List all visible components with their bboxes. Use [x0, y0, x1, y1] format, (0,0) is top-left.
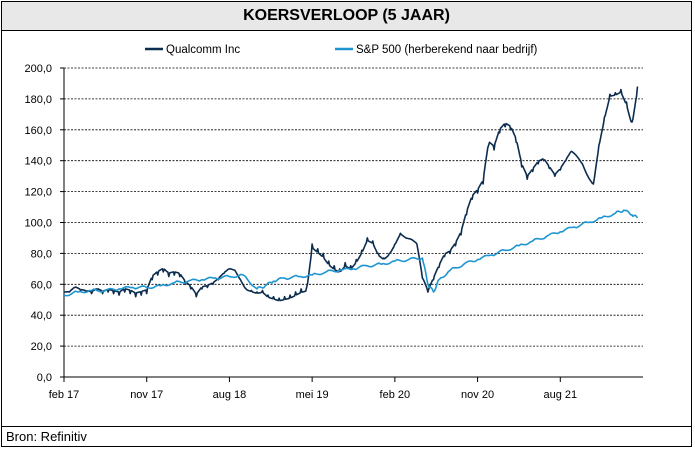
- series-line-sp500: [63, 209, 639, 297]
- y-tick-label: 80,0: [31, 248, 52, 260]
- y-axis-ticks: 0,0 20,0 40,0 60,0 80,0 100,0 120,0 140,0 160,0 1…: [24, 63, 64, 384]
- y-tick-label: 40,0: [31, 310, 52, 322]
- title-bar: KOERSVERLOOP (5 JAAR): [2, 2, 691, 31]
- x-tick-label: mei 19: [296, 389, 329, 401]
- y-tick-label: 200,0: [24, 63, 52, 75]
- x-tick-label: aug 18: [213, 389, 247, 401]
- series-line-qualcomm: [64, 86, 639, 302]
- x-tick-label: nov 17: [130, 389, 163, 401]
- x-tick-label: feb 20: [380, 389, 411, 401]
- y-tick-label: 140,0: [24, 156, 52, 168]
- chart-title: KOERSVERLOOP (5 JAAR): [243, 7, 450, 24]
- legend-label: Qualcomm Inc: [166, 44, 240, 56]
- y-tick-label: 0,0: [37, 372, 52, 384]
- x-tick-label: nov 20: [461, 389, 494, 401]
- source-label: Bron: Refinitiv: [6, 429, 87, 444]
- y-tick-label: 160,0: [24, 125, 52, 137]
- y-tick-label: 180,0: [24, 94, 52, 106]
- series-lines: [63, 86, 639, 302]
- legend-label: S&P 500 (herberekend naar bedrijf): [356, 44, 538, 56]
- x-tick-label: feb 17: [49, 389, 80, 401]
- x-axis-ticks: feb 17 nov 17 aug 18 mei 19 feb 20 nov 20 aug …: [49, 377, 577, 401]
- legend: Qualcomm Inc S&P 500 (herberekend naar be…: [145, 44, 538, 56]
- y-tick-label: 100,0: [24, 218, 52, 230]
- y-tick-label: 20,0: [31, 341, 52, 353]
- source-bar: Bron: Refinitiv: [2, 426, 691, 446]
- y-tick-label: 60,0: [31, 279, 52, 291]
- x-tick-label: aug 21: [543, 389, 577, 401]
- grid-lines: [64, 67, 643, 347]
- axes: [63, 68, 643, 378]
- y-tick-label: 120,0: [24, 187, 52, 199]
